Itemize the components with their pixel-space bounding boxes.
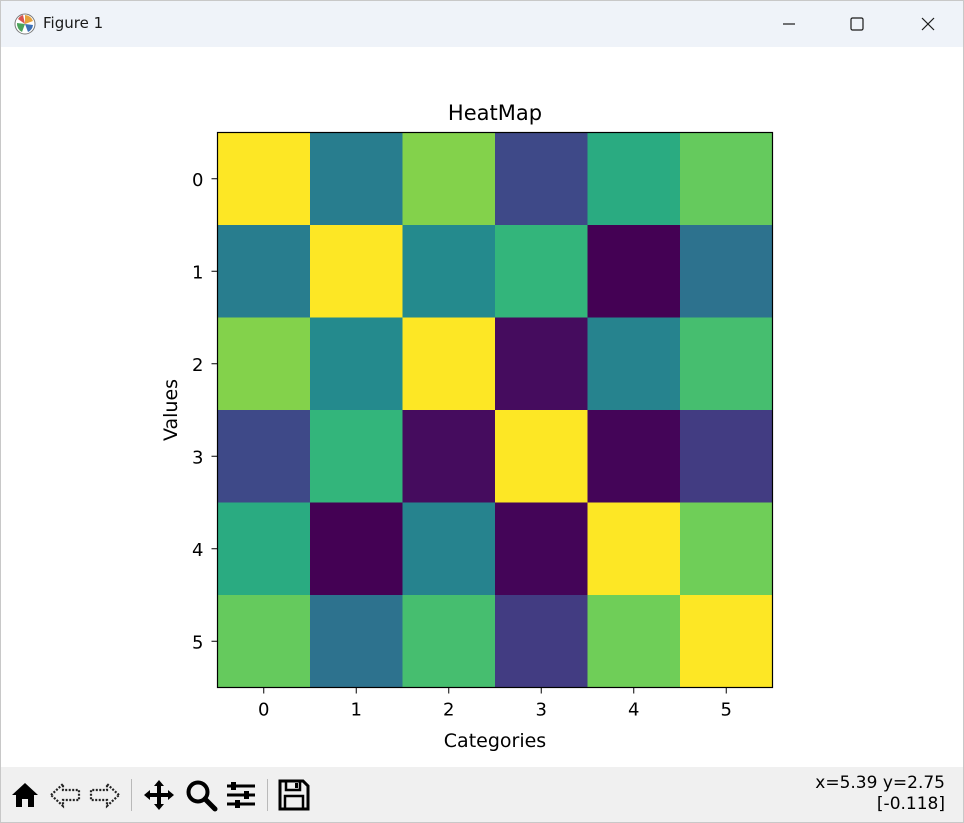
- matplotlib-app-icon: [14, 13, 36, 35]
- home-button[interactable]: [7, 777, 43, 813]
- chart-title: HeatMap: [448, 101, 542, 125]
- heatmap-cell-r0-c5: [680, 132, 773, 226]
- heatmap-cell-r3-c1: [310, 410, 403, 503]
- heatmap-cell-r0-c2: [402, 132, 496, 226]
- heatmap-cell-r2-c0: [217, 317, 311, 411]
- back-icon: [49, 781, 81, 809]
- close-button[interactable]: [905, 1, 951, 47]
- heatmap-cell-r0-c3: [495, 132, 588, 226]
- pan-button[interactable]: [141, 777, 177, 813]
- heatmap-cell-r2-c3: [495, 317, 588, 411]
- heatmap-cell-r3-c3: [495, 410, 588, 503]
- heatmap-cell-r1-c4: [587, 225, 681, 318]
- heatmap-chart: HeatMap 0 1 2 3 4 5 0 1 2 3 4 5 Categories Values: [160, 101, 774, 752]
- toolbar-separator: [267, 779, 268, 811]
- maximize-icon: [850, 17, 864, 31]
- heatmap-cell-r0-c4: [587, 132, 681, 226]
- heatmap-cell-r5-c3: [495, 595, 588, 688]
- heatmap-cell-r4-c2: [402, 502, 496, 596]
- coords-xy: x=5.39 y=2.75: [815, 773, 945, 793]
- heatmap-cell-r3-c5: [680, 410, 773, 503]
- window-title: Figure 1: [43, 14, 104, 32]
- x-tick-label: 5: [721, 700, 732, 721]
- heatmap-cell-r1-c5: [680, 225, 773, 318]
- heatmap-cell-r4-c3: [495, 502, 588, 596]
- x-tick-label: 2: [443, 700, 454, 721]
- maximize-button[interactable]: [834, 1, 880, 47]
- heatmap-cell-r0-c0: [217, 132, 311, 226]
- heatmap-cell-r3-c2: [402, 410, 496, 503]
- x-tick-label: 0: [258, 700, 269, 721]
- x-tick-label: 1: [351, 700, 362, 721]
- close-icon: [921, 17, 935, 31]
- coords-value: [-0.118]: [876, 794, 945, 814]
- heatmap-cell-r1-c1: [310, 225, 403, 318]
- heatmap-cell-r0-c1: [310, 132, 403, 226]
- heatmap-cell-r5-c0: [217, 595, 311, 688]
- heatmap-cell-r4-c0: [217, 502, 311, 596]
- y-axis-label: Values: [160, 379, 182, 441]
- pan-icon: [144, 780, 174, 810]
- y-tick-label: 3: [192, 447, 203, 468]
- save-button[interactable]: [276, 777, 312, 813]
- heatmap-cell-r2-c5: [680, 317, 773, 411]
- heatmap-cell-r4-c1: [310, 502, 403, 596]
- heatmap-cell-r1-c0: [217, 225, 311, 318]
- zoom-button[interactable]: [183, 777, 219, 813]
- heatmap-cell-r1-c3: [495, 225, 588, 318]
- navigation-toolbar: x=5.39 y=2.75 [-0.118]: [1, 767, 963, 822]
- heatmap-cell-r2-c2: [402, 317, 496, 411]
- heatmap-cell-r3-c0: [217, 410, 311, 503]
- figure-canvas[interactable]: HeatMap 0 1 2 3 4 5 0 1 2 3 4 5 Categories Values: [1, 47, 963, 767]
- heatmap-cell-r1-c2: [402, 225, 496, 318]
- y-tick-label: 5: [192, 632, 203, 653]
- x-tick-label: 3: [536, 700, 547, 721]
- plot-frame: [216, 131, 774, 689]
- cursor-coordinates: x=5.39 y=2.75 [-0.118]: [815, 773, 945, 815]
- heatmap-cell-r5-c2: [402, 595, 496, 688]
- x-tick-label: 4: [628, 700, 639, 721]
- y-tick-label: 2: [192, 355, 203, 376]
- back-button[interactable]: [47, 777, 83, 813]
- forward-icon: [89, 781, 121, 809]
- heatmap-cell-r5-c5: [680, 595, 773, 688]
- heatmap-cell-r4-c4: [587, 502, 681, 596]
- y-tick-label: 1: [192, 262, 203, 283]
- zoom-icon: [186, 780, 218, 812]
- configure-subplots-icon: [227, 782, 255, 808]
- toolbar-separator: [131, 779, 132, 811]
- minimize-icon: [783, 23, 795, 25]
- y-tick-label: 0: [192, 170, 203, 191]
- configure-subplots-button[interactable]: [223, 777, 259, 813]
- heatmap-cell-r2-c1: [310, 317, 403, 411]
- heatmap-cell-r4-c5: [680, 502, 773, 596]
- minimize-button[interactable]: [766, 1, 812, 47]
- heatmap-cell-r3-c4: [587, 410, 681, 503]
- y-tick-label: 4: [192, 540, 203, 561]
- home-icon: [12, 783, 38, 807]
- heatmap-cell-r5-c1: [310, 595, 403, 688]
- heatmap-cell-r2-c4: [587, 317, 681, 411]
- save-icon: [278, 779, 310, 811]
- title-bar: Figure 1: [1, 1, 963, 47]
- forward-button[interactable]: [87, 777, 123, 813]
- heatmap-cell-r5-c4: [587, 595, 681, 688]
- x-axis-label: Categories: [444, 730, 546, 752]
